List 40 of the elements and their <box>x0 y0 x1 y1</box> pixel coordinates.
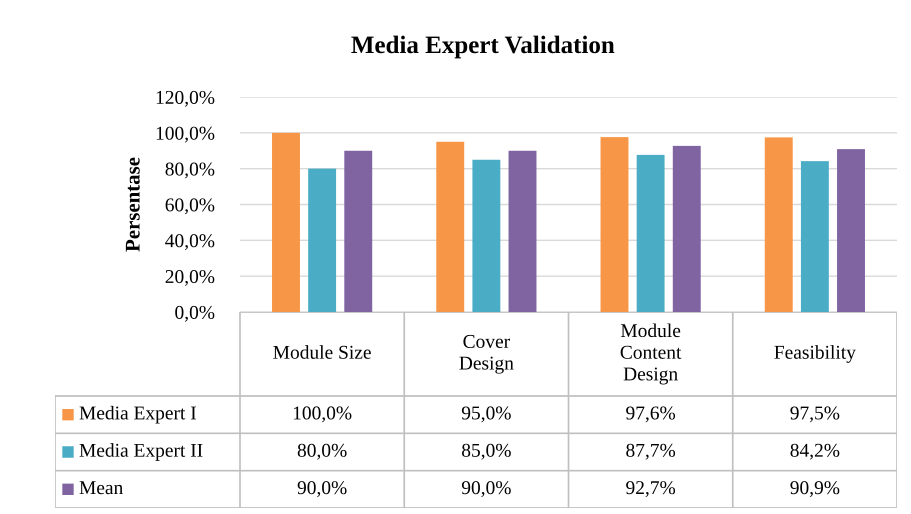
legend-label: Media Expert II <box>80 443 202 461</box>
bar <box>508 150 536 312</box>
bar <box>764 137 793 312</box>
x-tick-label: Cover Design <box>459 334 514 374</box>
bar <box>272 132 300 312</box>
data-label: 90,0% <box>462 481 511 497</box>
data-label: 87,7% <box>626 444 676 460</box>
bar <box>308 168 336 312</box>
y-tick-label: 80,0% <box>166 162 214 178</box>
legend-label: Media Expert I <box>80 406 196 424</box>
bar <box>837 149 865 312</box>
bar <box>672 146 701 312</box>
data-label: 90,0% <box>298 481 347 497</box>
data-label: 90,9% <box>790 481 840 497</box>
data-label: 97,5% <box>790 406 840 422</box>
data-label: 80,0% <box>298 444 347 460</box>
y-tick-label: 60,0% <box>166 198 214 214</box>
y-tick-label: 0,0% <box>175 306 214 322</box>
data-label: 84,2% <box>790 444 840 460</box>
bar <box>600 137 628 312</box>
y-axis-title: Persentase <box>126 158 140 252</box>
y-tick-label: 120,0% <box>156 90 214 107</box>
y-tick-label: 20,0% <box>166 270 214 286</box>
bar <box>344 150 372 312</box>
y-tick-label: 40,0% <box>165 234 214 250</box>
x-tick-label: Module Content Design <box>620 323 682 385</box>
data-label: 85,0% <box>462 444 511 460</box>
chart-title: Media Expert Validation <box>351 36 614 58</box>
bar <box>800 161 829 312</box>
legend-label: Mean <box>80 481 123 494</box>
data-label: 97,6% <box>626 406 676 422</box>
x-tick-label: Module Size <box>273 345 371 359</box>
data-label: 100,0% <box>294 406 352 422</box>
bar <box>436 142 464 312</box>
data-label: 95,0% <box>462 406 511 422</box>
x-tick-label: Feasibility <box>774 345 856 363</box>
y-tick-label: 100,0% <box>156 126 214 143</box>
data-label: 92,7% <box>626 481 676 497</box>
bar <box>472 160 500 312</box>
bar <box>636 154 665 312</box>
